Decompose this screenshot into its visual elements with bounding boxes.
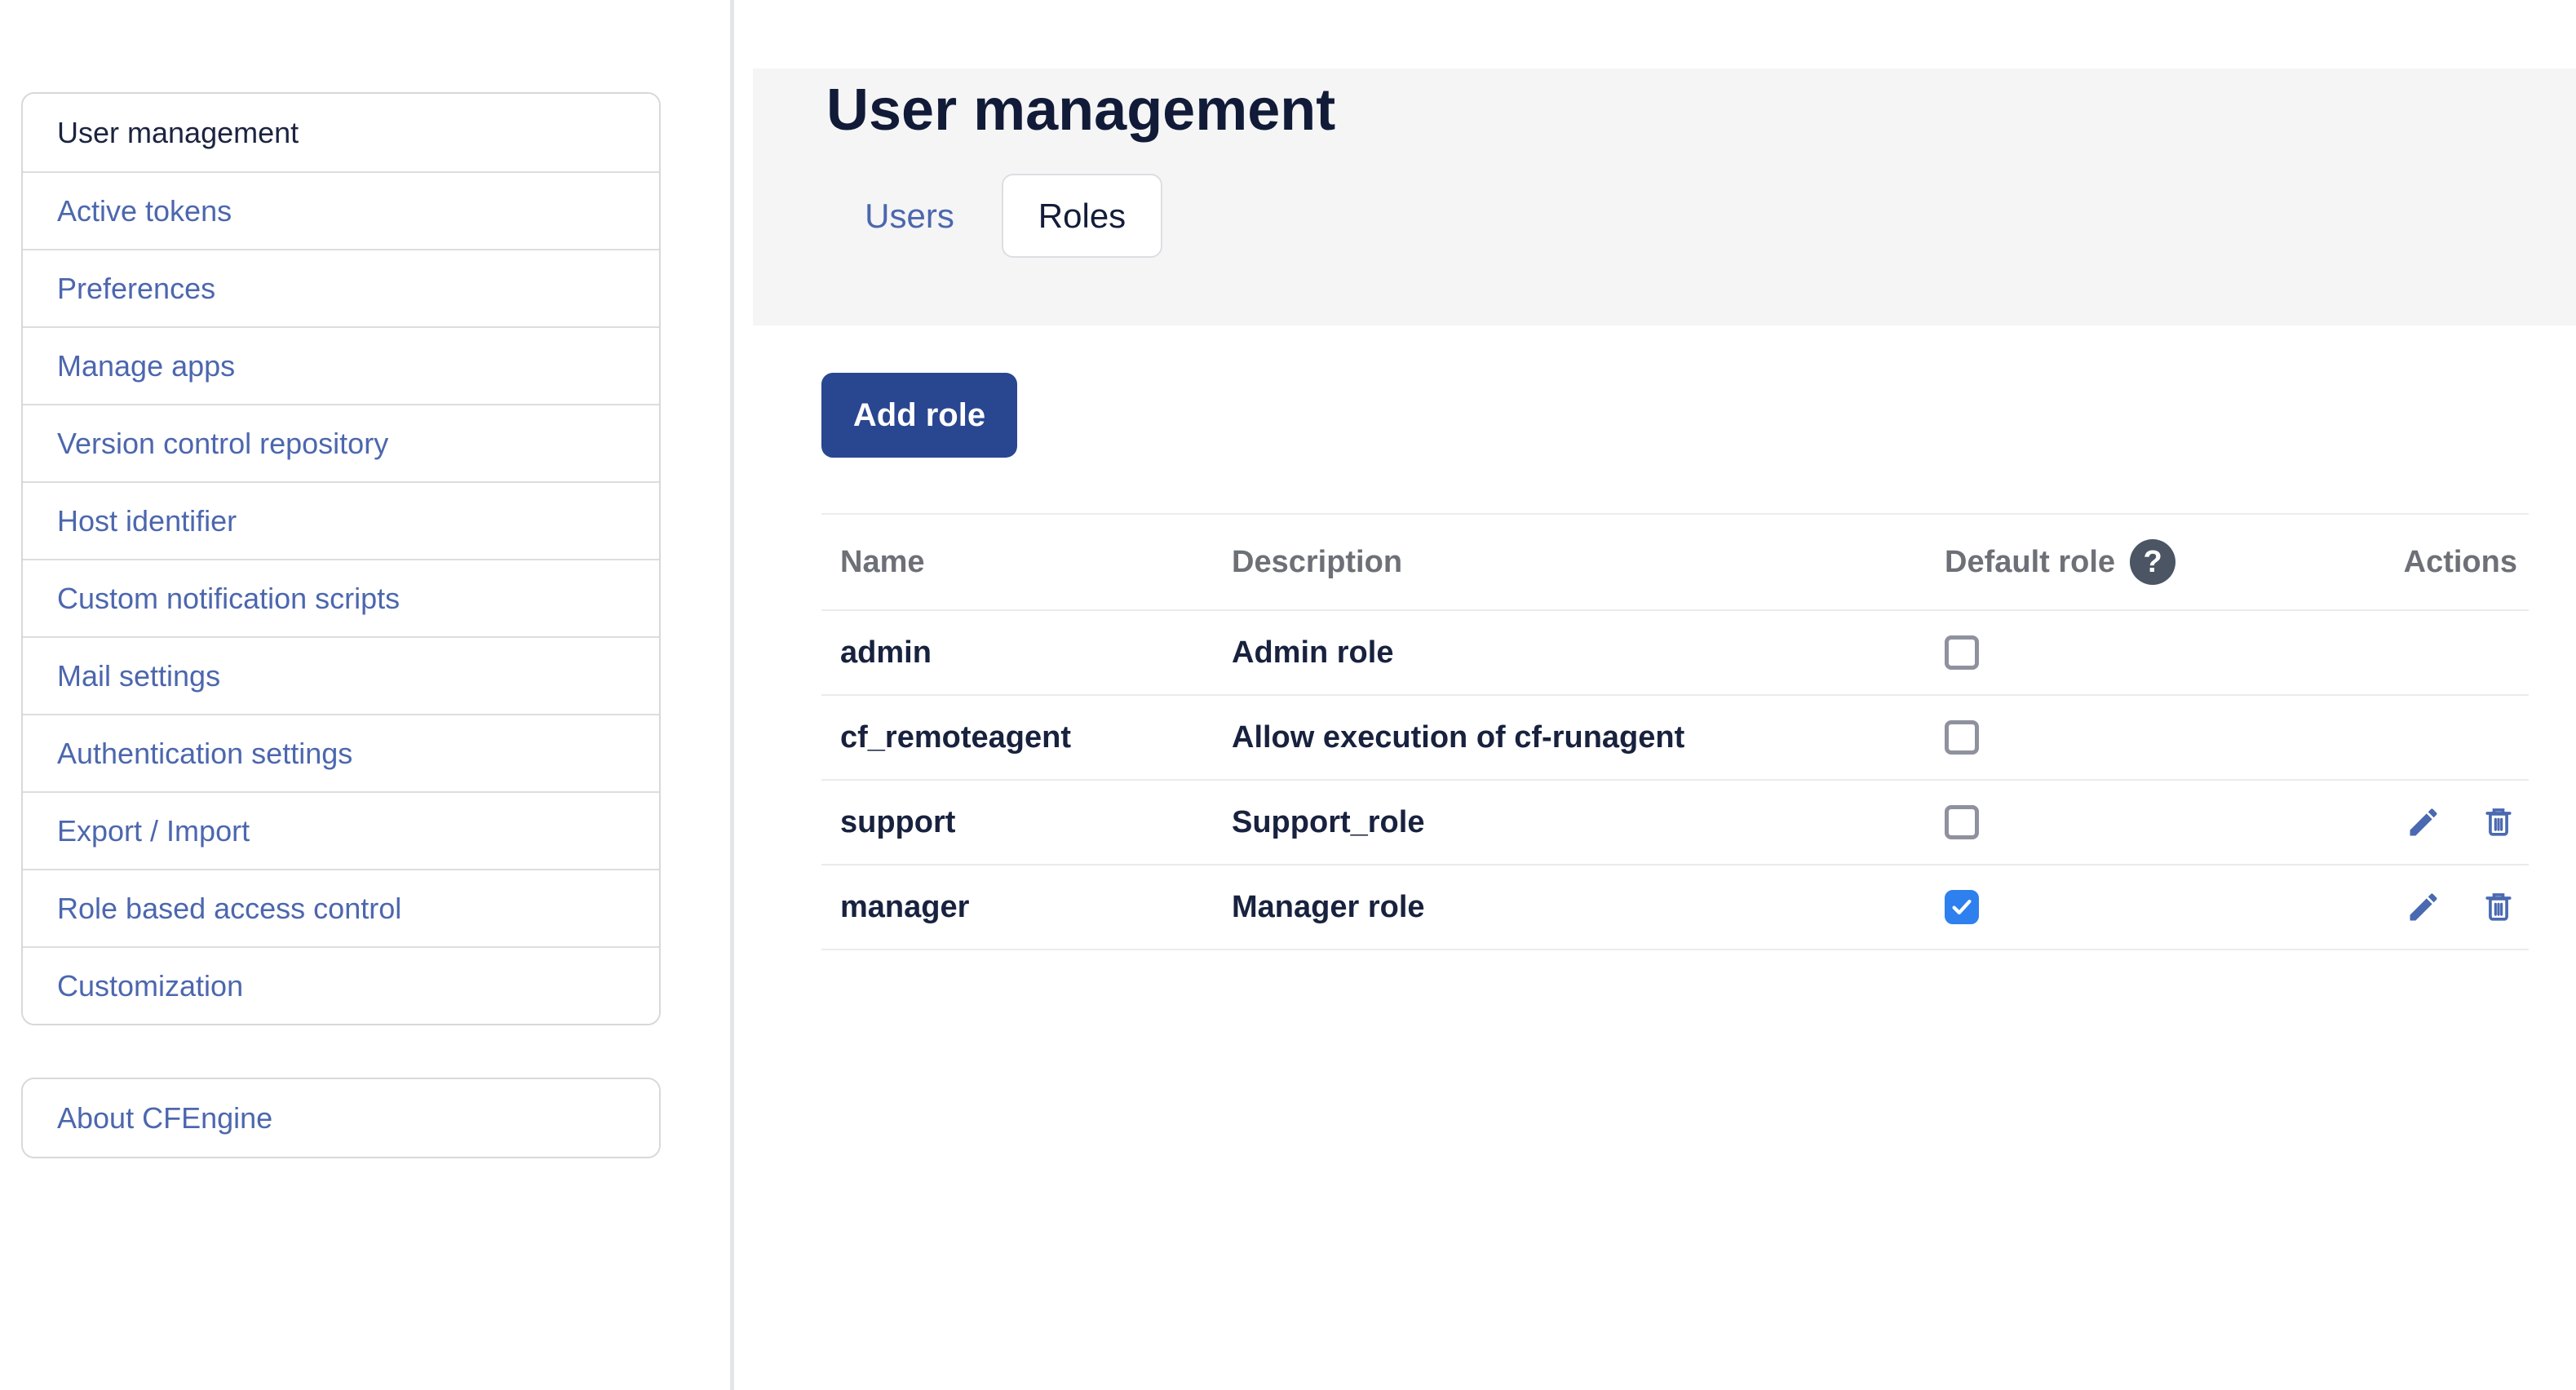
- sidebar-item-manage-apps[interactable]: Manage apps: [23, 326, 659, 404]
- sidebar-item-mail-settings[interactable]: Mail settings: [23, 636, 659, 714]
- role-name: support: [840, 804, 956, 839]
- roles-table: Name Description Default role ? Actions …: [821, 513, 2529, 950]
- default-role-checkbox[interactable]: [1945, 890, 1979, 924]
- settings-sidebar: User management Active tokens Preference…: [21, 92, 661, 1025]
- edit-role-button[interactable]: [2405, 888, 2442, 926]
- sidebar-item-host-identifier[interactable]: Host identifier: [23, 481, 659, 559]
- sidebar-item-export-import[interactable]: Export / Import: [23, 791, 659, 869]
- table-row: manager Manager role: [821, 865, 2529, 950]
- default-role-checkbox[interactable]: [1945, 635, 1979, 670]
- tab-users[interactable]: Users: [865, 196, 954, 235]
- sidebar-item-custom-notification-scripts[interactable]: Custom notification scripts: [23, 559, 659, 636]
- default-role-checkbox[interactable]: [1945, 720, 1979, 755]
- help-icon[interactable]: ?: [2130, 539, 2176, 585]
- page-header: User management Users Roles: [753, 69, 2576, 325]
- sidebar-item-about-cfengine[interactable]: About CFEngine: [23, 1079, 659, 1157]
- checkmark-icon: [1952, 900, 1972, 914]
- sidebar-item-version-control-repository[interactable]: Version control repository: [23, 404, 659, 481]
- role-name: cf_remoteagent: [840, 719, 1071, 755]
- page-title: User management: [826, 77, 1336, 143]
- sidebar-item-customization[interactable]: Customization: [23, 946, 659, 1024]
- delete-role-button[interactable]: [2480, 803, 2517, 841]
- pencil-icon: [2410, 808, 2437, 836]
- role-name: admin: [840, 635, 932, 670]
- trash-icon: [2485, 893, 2512, 921]
- delete-role-button[interactable]: [2480, 888, 2517, 926]
- column-header-default-role-label: Default role: [1945, 544, 2116, 579]
- table-row: admin Admin role: [821, 611, 2529, 696]
- role-description: Manager role: [1232, 889, 1425, 924]
- table-row: support Support_role: [821, 781, 2529, 865]
- sidebar-item-role-based-access-control[interactable]: Role based access control: [23, 869, 659, 946]
- sidebar-item-active-tokens[interactable]: Active tokens: [23, 171, 659, 249]
- role-description: Admin role: [1232, 635, 1394, 670]
- pencil-icon: [2410, 893, 2437, 921]
- sidebar-item-authentication-settings[interactable]: Authentication settings: [23, 714, 659, 791]
- add-role-button[interactable]: Add role: [821, 373, 1017, 458]
- sidebar-item-preferences[interactable]: Preferences: [23, 249, 659, 326]
- column-header-actions: Actions: [2403, 544, 2517, 579]
- sidebar-divider: [730, 0, 734, 1390]
- edit-role-button[interactable]: [2405, 803, 2442, 841]
- table-row: cf_remoteagent Allow execution of cf-run…: [821, 696, 2529, 781]
- sidebar-item-user-management[interactable]: User management: [23, 94, 659, 171]
- default-role-checkbox[interactable]: [1945, 805, 1979, 839]
- column-header-default-role: Default role ?: [1941, 539, 2268, 585]
- role-name: manager: [840, 889, 970, 924]
- column-header-description: Description: [1232, 544, 1403, 579]
- tab-roles[interactable]: Roles: [1002, 174, 1162, 258]
- role-description: Allow execution of cf-runagent: [1232, 719, 1685, 755]
- table-header-row: Name Description Default role ? Actions: [821, 513, 2529, 611]
- trash-icon: [2485, 808, 2512, 836]
- about-card: About CFEngine: [21, 1078, 661, 1158]
- column-header-name: Name: [840, 544, 925, 579]
- role-description: Support_role: [1232, 804, 1425, 839]
